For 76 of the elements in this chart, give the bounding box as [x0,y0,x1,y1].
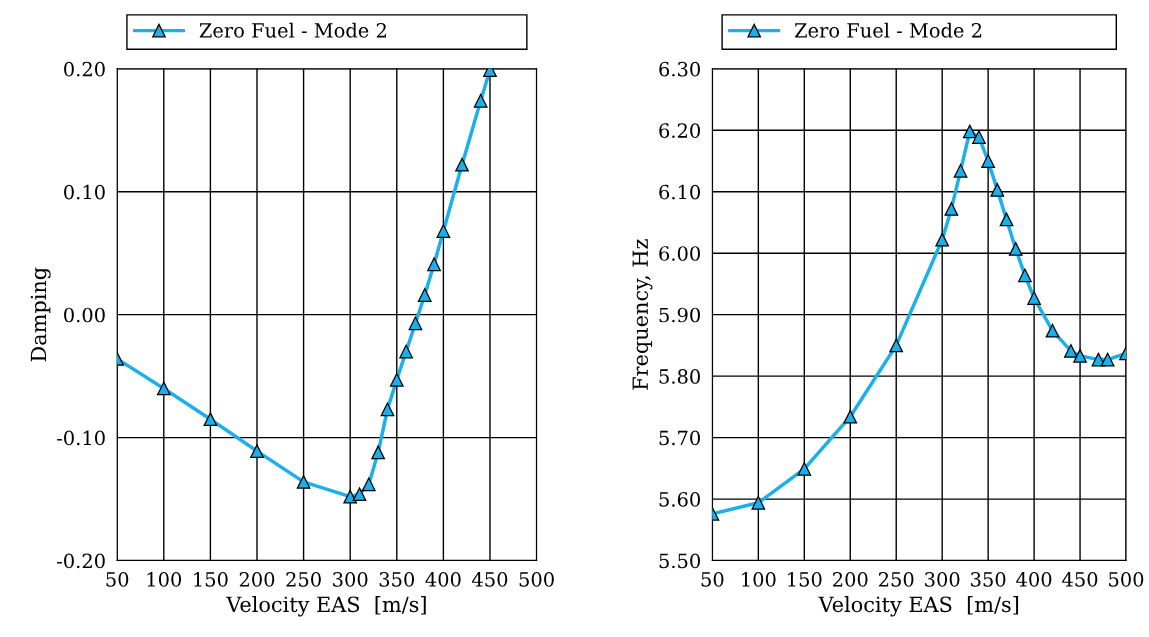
y-tick-label: 6.20 [659,123,700,138]
point [352,487,367,502]
x-tick-label: 300 [925,572,960,587]
point [1045,323,1060,338]
point [380,402,395,417]
x-tick-label: 400 [1016,572,1052,587]
x-tick-label: 250 [878,572,914,587]
point [399,344,413,359]
x-tick-label: 500 [1109,572,1144,587]
point [371,445,386,460]
y-tick-label: 6.10 [659,184,700,200]
point [1027,291,1041,305]
point [1063,344,1078,358]
y-tick-label: 0.00 [64,307,105,323]
y-tick-label: -0.10 [57,430,105,446]
point [935,232,950,247]
x-tick-label: 450 [472,572,508,587]
y-tick-label: 5.60 [659,492,700,507]
point [1018,268,1032,283]
point [990,183,1005,197]
point [408,316,423,331]
y-tick-label: 0.10 [64,184,105,200]
point [473,93,488,108]
y-tick-label: 5.70 [659,430,700,446]
y-tick-label: -0.20 [57,553,105,569]
point [203,412,218,427]
point [156,381,171,396]
point [843,409,858,424]
point [436,224,451,238]
y-tick-label: 5.90 [659,307,700,323]
point [751,495,766,510]
legend-label: Zero Fuel - Mode 2 [794,22,982,38]
point [962,124,977,139]
point [417,288,432,302]
point [343,489,358,504]
point [250,444,264,459]
x-tick-label: 100 [742,572,776,587]
x-tick-label: 350 [379,572,415,587]
point [361,477,376,492]
y-axis-title: Damping [30,267,51,362]
point [953,163,968,178]
point [972,130,986,144]
x-tick-label: 50 [701,572,724,587]
x-tick-label: 50 [106,572,129,587]
x-tick-label: 100 [147,572,182,587]
x-axis-title: Velocity EAS [m/s] [226,596,426,617]
point [889,338,904,353]
x-tick-label: 250 [286,572,321,587]
point [999,212,1014,227]
x-tick-label: 200 [239,572,275,587]
x-tick-label: 150 [788,572,822,587]
x-tick-label: 300 [333,572,368,587]
y-axis-title: Frequency, Hz [632,239,653,390]
x-tick-label: 450 [1062,572,1098,587]
point [1008,242,1023,256]
point [944,202,959,216]
x-tick-label: 200 [833,572,868,587]
point [427,257,441,272]
y-tick-label: 5.50 [659,553,700,569]
y-tick-label: 5.80 [659,369,700,384]
point [389,372,404,387]
point [455,157,469,172]
x-tick-label: 500 [519,572,554,587]
y-tick-label: 0.20 [64,61,105,77]
y-tick-label: 6.30 [659,61,700,77]
y-tick-label: 6.00 [659,246,700,261]
x-tick-label: 150 [194,572,228,587]
x-axis-title: Velocity EAS [m/s] [818,596,1019,617]
point [296,475,311,489]
x-tick-label: 400 [425,572,461,587]
point [1073,348,1087,363]
point [797,462,812,476]
point [981,154,996,168]
legend-label: Zero Fuel - Mode 2 [199,22,386,38]
point [1100,352,1115,367]
x-tick-label: 350 [971,572,1006,587]
